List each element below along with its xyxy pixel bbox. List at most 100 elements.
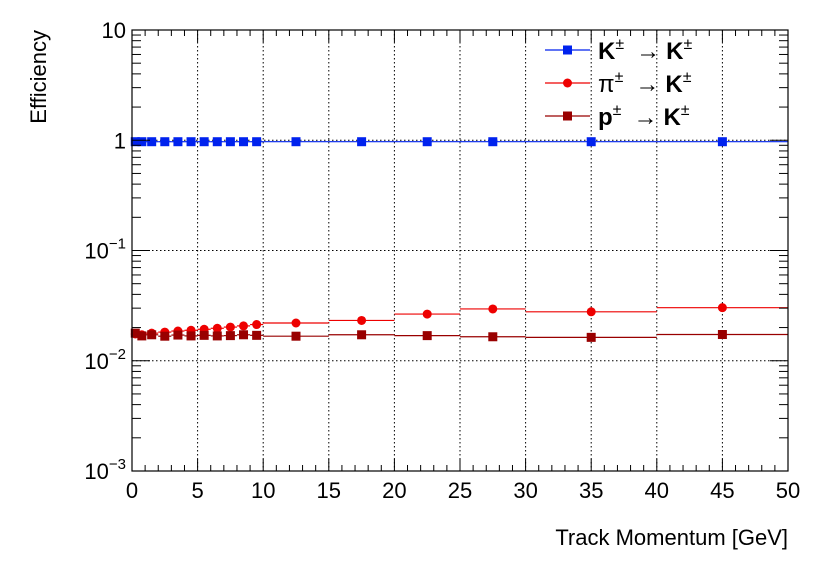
y-tick-label: 10−1 bbox=[84, 236, 126, 264]
x-tick-label: 10 bbox=[251, 478, 275, 503]
series-0-point bbox=[212, 137, 222, 147]
series-0-point bbox=[357, 137, 367, 147]
series-2-point bbox=[291, 331, 301, 341]
series-0-point bbox=[199, 137, 209, 147]
x-axis-title: Track Momentum [GeV] bbox=[555, 525, 788, 550]
legend-b: K bbox=[665, 71, 683, 98]
series-0-point bbox=[586, 137, 596, 147]
legend-a: π bbox=[598, 71, 615, 98]
legend-label: π± → K± bbox=[598, 69, 692, 98]
series-0-point bbox=[130, 137, 140, 147]
series-2-point bbox=[173, 330, 183, 340]
legend-a: K bbox=[598, 38, 616, 65]
y-tick-exponent: −3 bbox=[109, 456, 126, 473]
series-0-point bbox=[252, 137, 262, 147]
legend-b-sup: ± bbox=[683, 36, 692, 53]
y-tick-label: 10−2 bbox=[84, 346, 126, 374]
series-1-point bbox=[291, 318, 301, 328]
series-2-point bbox=[160, 331, 170, 341]
x-tick-label: 40 bbox=[645, 478, 669, 503]
legend-marker bbox=[563, 45, 572, 55]
y-tick-label: 10 bbox=[102, 18, 126, 43]
x-tick-label: 45 bbox=[710, 478, 734, 503]
series-1-point bbox=[357, 315, 367, 325]
legend-label: K± → K± bbox=[598, 36, 692, 65]
y-tick-label: 1 bbox=[114, 128, 126, 153]
series-0-point bbox=[186, 137, 196, 147]
series-2 bbox=[130, 328, 788, 342]
series-0-point bbox=[488, 137, 498, 147]
y-axis-title: Efficiency bbox=[26, 30, 51, 124]
legend-entry-0: K± → K± bbox=[545, 36, 692, 65]
series-2-point bbox=[130, 328, 140, 338]
y-tick-exponent: −1 bbox=[109, 236, 126, 253]
y-tick-base: 1 bbox=[114, 128, 126, 153]
legend-arrow: → bbox=[635, 71, 659, 98]
legend-b-sup: ± bbox=[683, 69, 692, 86]
legend-b: K bbox=[666, 38, 684, 65]
x-tick-label: 15 bbox=[317, 478, 341, 503]
series-2-point bbox=[488, 332, 498, 342]
x-tick-label: 35 bbox=[579, 478, 603, 503]
series-2-point bbox=[137, 331, 147, 341]
series-0-point bbox=[291, 137, 301, 147]
legend-marker bbox=[563, 78, 572, 88]
legend-a-sup: ± bbox=[615, 69, 624, 86]
legend-a-sup: ± bbox=[613, 102, 622, 119]
series-0 bbox=[130, 137, 788, 147]
y-tick-base: 10 bbox=[84, 239, 108, 264]
series-0-point bbox=[422, 137, 432, 147]
series-1-point bbox=[212, 323, 222, 333]
y-tick-exponent: −2 bbox=[109, 346, 126, 363]
x-tick-label: 30 bbox=[513, 478, 537, 503]
legend: K± → K±π± → K±p± → K± bbox=[545, 36, 692, 131]
series-2-point bbox=[252, 330, 262, 340]
series-group bbox=[130, 137, 788, 342]
x-tick-labels: 0 5 10 15 20 25 30 35 40 45 50 bbox=[126, 478, 800, 503]
y-tick-base: 10 bbox=[84, 349, 108, 374]
series-1-point bbox=[586, 307, 596, 317]
grid bbox=[132, 30, 788, 471]
series-2-point bbox=[212, 331, 222, 341]
legend-b: K bbox=[663, 104, 681, 131]
legend-b-sup: ± bbox=[681, 102, 690, 119]
series-1-point bbox=[252, 320, 262, 330]
series-1-point bbox=[717, 303, 727, 313]
series-1-point bbox=[488, 304, 498, 314]
series-0-point bbox=[717, 137, 727, 147]
x-tick-label: 20 bbox=[382, 478, 406, 503]
series-1-point bbox=[422, 309, 432, 319]
series-1-point bbox=[239, 321, 249, 331]
series-2-point bbox=[199, 330, 209, 340]
y-tick-base: 10 bbox=[102, 18, 126, 43]
series-0-point bbox=[147, 137, 157, 147]
series-0-point bbox=[160, 137, 170, 147]
series-2-point bbox=[239, 330, 249, 340]
legend-label: p± → K± bbox=[598, 102, 690, 131]
series-2-point bbox=[422, 331, 432, 341]
legend-marker bbox=[563, 111, 572, 121]
x-tick-label: 0 bbox=[126, 478, 138, 503]
y-tick-base: 10 bbox=[84, 459, 108, 484]
series-2-point bbox=[357, 330, 367, 340]
legend-a-sup: ± bbox=[615, 36, 624, 53]
x-tick-label: 50 bbox=[776, 478, 800, 503]
legend-entry-2: p± → K± bbox=[545, 102, 690, 131]
legend-a: p bbox=[598, 104, 613, 131]
y-tick-label: 10−3 bbox=[84, 456, 126, 484]
legend-entry-1: π± → K± bbox=[545, 69, 692, 98]
series-2-point bbox=[225, 331, 235, 341]
series-2-point bbox=[586, 332, 596, 342]
series-2-point bbox=[186, 331, 196, 341]
axis-ticks bbox=[131, 29, 789, 472]
series-0-point bbox=[239, 137, 249, 147]
series-2-point bbox=[147, 330, 157, 340]
series-0-point bbox=[173, 137, 183, 147]
series-0-point bbox=[137, 137, 147, 147]
legend-arrow: → bbox=[636, 38, 660, 65]
series-1-point bbox=[225, 322, 235, 332]
series-0-point bbox=[225, 137, 235, 147]
